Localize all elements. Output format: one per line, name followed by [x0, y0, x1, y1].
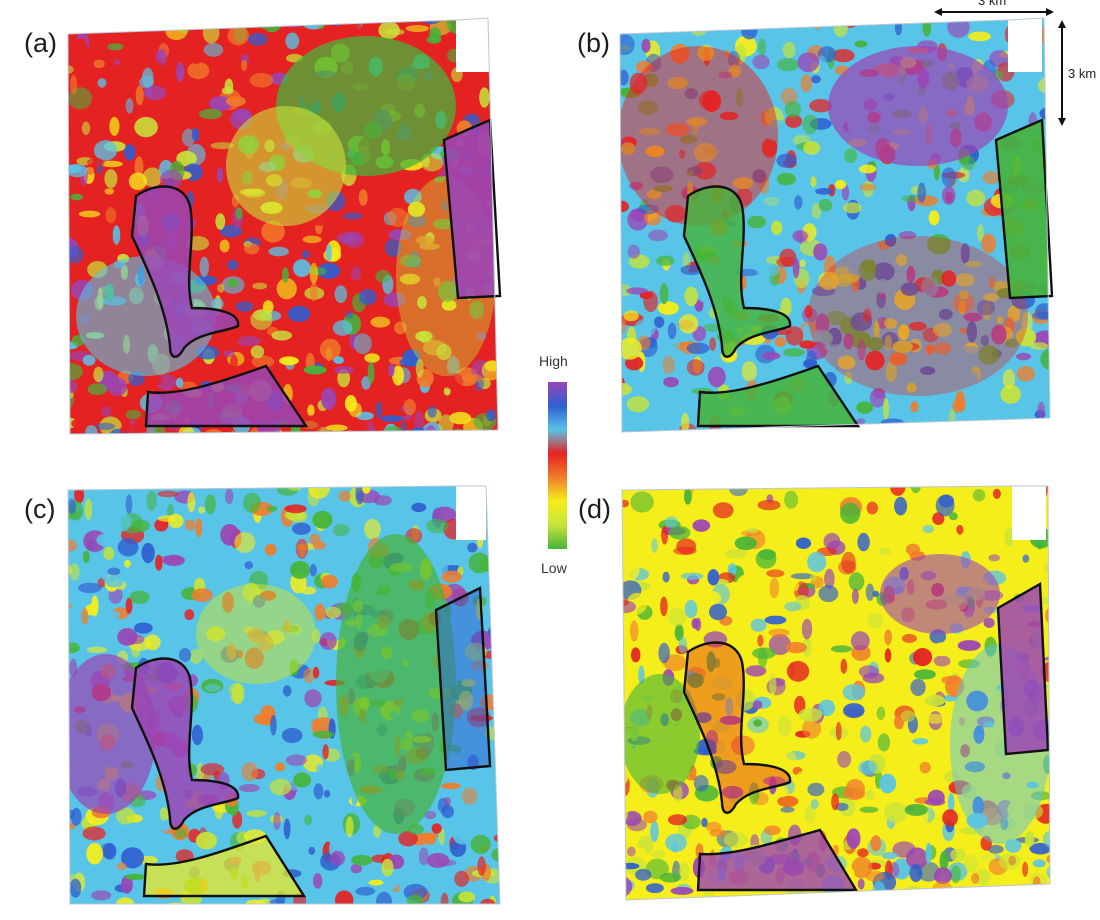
map-c	[66, 484, 502, 908]
map-a	[66, 16, 502, 436]
map-panel-c	[66, 484, 502, 908]
map-panel-b	[618, 16, 1054, 436]
scale-horizontal-label: 3 km	[978, 0, 1007, 8]
scale-vertical-label: 3 km	[1068, 66, 1097, 81]
panel-label-b: (b)	[577, 28, 610, 58]
panel-label-c: (c)	[24, 494, 56, 524]
map-d	[620, 484, 1056, 908]
colorbar	[548, 382, 567, 549]
map-panel-d	[620, 484, 1056, 908]
panel-label-a: (a)	[24, 28, 57, 58]
map-panel-a	[66, 16, 502, 436]
scale-bar	[934, 8, 1066, 126]
map-b	[618, 16, 1054, 436]
legend-high-label: High	[539, 353, 568, 369]
legend-low-label: Low	[541, 560, 567, 576]
panel-label-d: (d)	[578, 494, 611, 524]
